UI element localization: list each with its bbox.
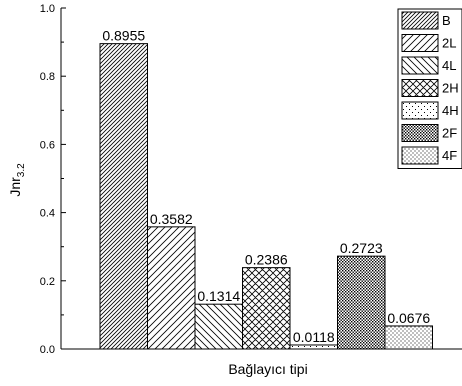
legend-label-4l: 4L <box>442 58 456 73</box>
legend-label-2h: 2H <box>442 81 459 96</box>
bar-label-b: 0.8955 <box>102 28 145 44</box>
bar-label-4h: 0.0118 <box>293 329 335 345</box>
legend-label-2f: 2F <box>442 126 457 141</box>
bars-group <box>99 43 433 350</box>
bar-4h <box>289 344 338 350</box>
bar-2f <box>337 255 386 350</box>
bar-label-2l: 0.3582 <box>150 211 193 227</box>
legend-swatch-4f <box>401 146 439 165</box>
y-tick-label: 0.2 <box>40 276 55 288</box>
y-tick-label: 0.8 <box>40 71 55 83</box>
bar-label-4f: 0.0676 <box>387 310 430 326</box>
x-axis-title: Bağlayıcı tipi <box>228 361 307 377</box>
legend-label-4f: 4F <box>442 148 457 163</box>
bar-label-4l: 0.1314 <box>197 288 240 304</box>
legend-label-b: B <box>442 13 451 28</box>
bar-4f <box>384 325 433 350</box>
y-axis-title: Jnr3.2 <box>7 163 27 197</box>
axes: 0.0 0.2 0.4 0.6 0.8 1.0 <box>40 3 462 356</box>
bar-b <box>99 43 148 350</box>
y-tick-label: 0.4 <box>40 208 55 220</box>
bar-label-2f: 0.2723 <box>340 240 383 256</box>
legend-label-2l: 2L <box>442 36 456 51</box>
legend-swatch-2h <box>401 79 439 97</box>
legend-swatch-2l <box>401 34 439 52</box>
y-tick-label: 1.0 <box>40 3 55 15</box>
bar-2h <box>242 267 291 350</box>
legend-label-4h: 4H <box>442 103 459 118</box>
bar-labels-group: 0.8955 0.3582 0.1314 0.2386 0.0118 0.2723 0.06… <box>102 28 430 345</box>
y-axis-title-subscript: 3.2 <box>16 163 27 177</box>
legend-swatch-b <box>401 11 439 30</box>
y-tick-label: 0.6 <box>40 139 55 151</box>
y-tick-label: 0.0 <box>40 344 55 356</box>
y-ticks: 0.0 0.2 0.4 0.6 0.8 1.0 <box>40 3 66 356</box>
bar-2l <box>147 226 196 350</box>
bar-4l <box>194 303 243 350</box>
bar-label-2h: 0.2386 <box>245 252 288 268</box>
legend-swatch-2f <box>401 124 439 142</box>
y-axis-title-main: Jnr <box>7 177 23 197</box>
legend-swatch-4l <box>401 56 439 75</box>
legend: B 2L 4L 2H 4H 2F 4F <box>397 8 462 169</box>
legend-swatch-4h <box>401 101 439 120</box>
